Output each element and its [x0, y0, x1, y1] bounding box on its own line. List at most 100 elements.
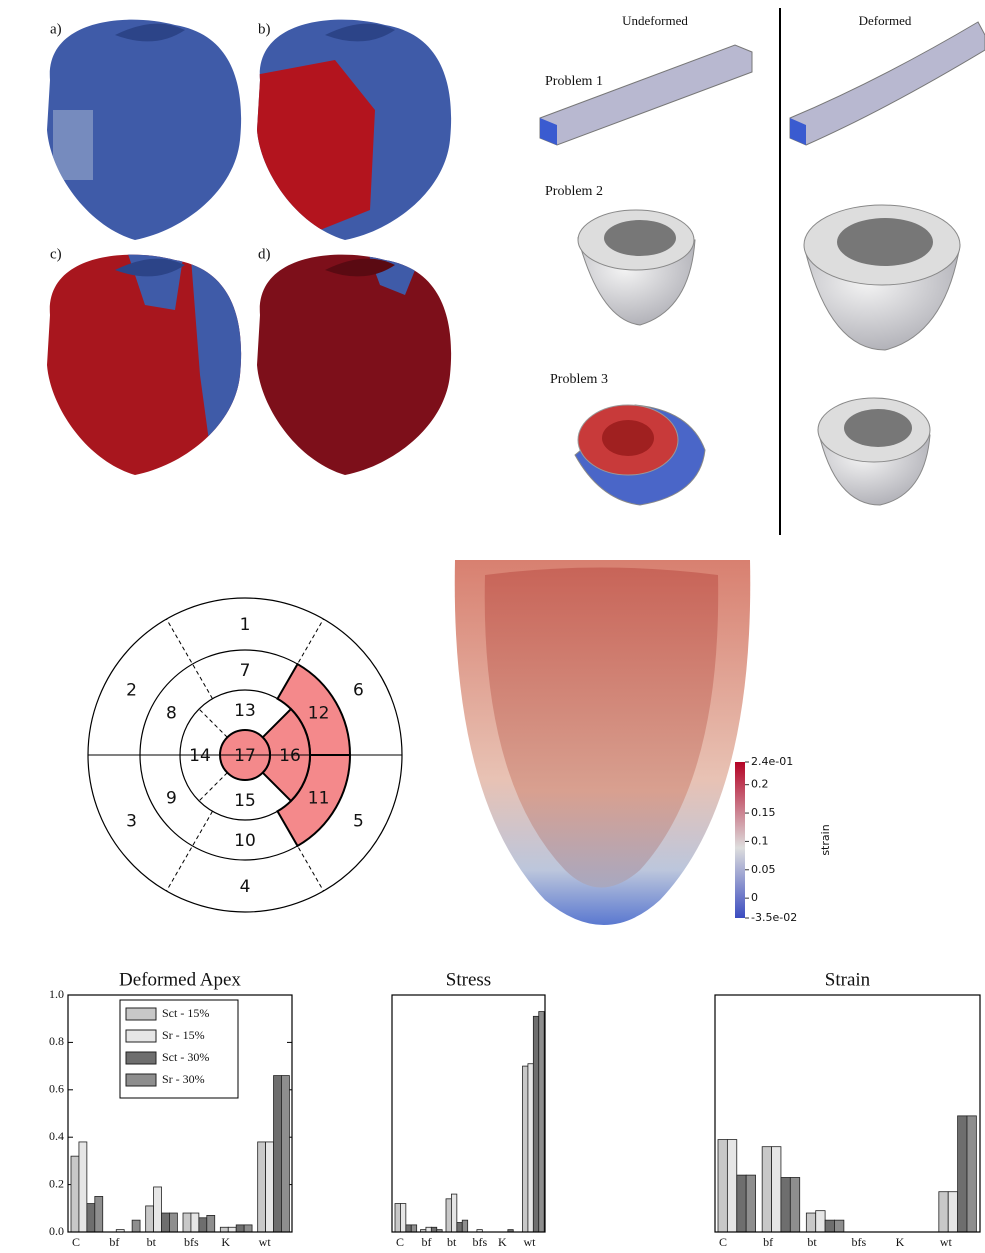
segment-label: 17 [234, 746, 256, 766]
bar [528, 1064, 533, 1232]
bar [406, 1225, 411, 1232]
bar [533, 1016, 538, 1232]
bar [244, 1225, 252, 1232]
colorbar-label: -3.5e-02 [751, 911, 797, 924]
y-tick-label: 0.0 [49, 1224, 64, 1238]
segment-label: 8 [166, 704, 177, 724]
bar [95, 1196, 103, 1232]
bar [948, 1192, 957, 1232]
bar [183, 1213, 191, 1232]
segment-label: 5 [353, 812, 364, 832]
x-tick-label: bt [807, 1235, 817, 1249]
x-tick-label: wt [259, 1235, 272, 1249]
divider [199, 773, 227, 801]
bar [825, 1220, 834, 1232]
segment-label: 9 [166, 789, 177, 809]
y-tick-label: 0.8 [49, 1034, 64, 1048]
row-label: Problem 3 [550, 372, 608, 387]
y-tick-label: 0.6 [49, 1082, 64, 1096]
bar [258, 1142, 266, 1232]
row-label: Problem 2 [545, 184, 603, 199]
segment-label: 7 [240, 661, 251, 681]
row-label: Problem 1 [545, 74, 603, 89]
legend-swatch [126, 1074, 156, 1086]
bar [806, 1213, 815, 1232]
bar [400, 1204, 405, 1232]
bar [746, 1175, 755, 1232]
bar [281, 1076, 289, 1232]
heart-patch [53, 110, 93, 180]
beam [790, 22, 985, 145]
x-tick-label: bf [109, 1235, 119, 1249]
bar [762, 1147, 771, 1232]
bar [781, 1177, 790, 1232]
bar [958, 1116, 967, 1232]
x-tick-label: bfs [473, 1235, 488, 1249]
bar [772, 1147, 781, 1232]
heart-region [190, 245, 255, 485]
x-tick-label: K [896, 1235, 905, 1249]
x-tick-label: bfs [852, 1235, 867, 1249]
legend-label: Sct - 15% [162, 1006, 209, 1020]
bar [451, 1194, 456, 1232]
bar [539, 1012, 544, 1232]
colorbar-title: strain [819, 824, 832, 855]
legend-label: Sct - 30% [162, 1050, 209, 1064]
bar [87, 1204, 95, 1232]
panel-label: c) [50, 246, 62, 262]
segment-label: 13 [234, 701, 256, 721]
bar [162, 1213, 170, 1232]
x-tick-label: C [72, 1235, 80, 1249]
cup-hole [844, 409, 912, 447]
panel-label: b) [258, 21, 271, 37]
x-tick-label: K [498, 1235, 507, 1249]
legend-label: Sr - 15% [162, 1028, 205, 1042]
legend-swatch [126, 1030, 156, 1042]
divider [167, 619, 213, 699]
bar [132, 1220, 140, 1232]
colorbar-label: 0.05 [751, 863, 776, 876]
chart-title: Deformed Apex [119, 969, 241, 990]
bar [790, 1177, 799, 1232]
column-header: Undeformed [622, 13, 688, 28]
bar [228, 1227, 236, 1232]
colorbar [735, 762, 745, 918]
plot-frame [392, 995, 545, 1232]
segment-label: 3 [126, 812, 137, 832]
segment-label: 15 [234, 791, 256, 811]
x-tick-label: bt [147, 1235, 157, 1249]
cup-hole [604, 220, 676, 256]
segment-label: 10 [234, 831, 256, 851]
bar [79, 1142, 87, 1232]
x-tick-label: wt [940, 1235, 953, 1249]
bar [718, 1140, 727, 1232]
legend-label: Sr - 30% [162, 1072, 205, 1086]
bar [727, 1140, 736, 1232]
heart-region [53, 110, 93, 180]
colorbar-label: 0.15 [751, 806, 776, 819]
chart-title: Strain [825, 969, 871, 990]
colorbar-label: 0.2 [751, 778, 769, 791]
y-tick-label: 1.0 [49, 987, 64, 1001]
y-tick-label: 0.4 [49, 1129, 64, 1143]
bar [816, 1211, 825, 1232]
x-tick-label: C [396, 1235, 404, 1249]
segment-label: 14 [189, 746, 211, 766]
legend-swatch [126, 1052, 156, 1064]
heart [257, 255, 451, 475]
x-tick-label: bt [447, 1235, 457, 1249]
segment-label: 4 [240, 877, 251, 897]
colorbar-label: 0.1 [751, 834, 769, 847]
divider [199, 709, 227, 737]
segment-label: 6 [353, 681, 364, 701]
bar [737, 1175, 746, 1232]
x-tick-label: bfs [184, 1235, 199, 1249]
segment-label: 1 [240, 615, 251, 635]
bar [426, 1227, 431, 1232]
colorbar-label: 2.4e-01 [751, 755, 793, 768]
bar [939, 1192, 948, 1232]
x-tick-label: wt [524, 1235, 537, 1249]
bar [169, 1213, 177, 1232]
bar [411, 1225, 416, 1232]
bar [236, 1225, 244, 1232]
